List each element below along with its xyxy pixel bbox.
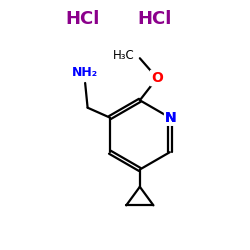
Text: O: O — [151, 71, 163, 85]
Text: NH₂: NH₂ — [72, 66, 98, 79]
Text: H₃C: H₃C — [113, 49, 135, 62]
Text: N: N — [165, 110, 177, 124]
Text: HCl: HCl — [66, 10, 100, 28]
Text: HCl: HCl — [138, 10, 172, 28]
Text: N: N — [165, 110, 177, 124]
Text: N: N — [165, 110, 177, 124]
